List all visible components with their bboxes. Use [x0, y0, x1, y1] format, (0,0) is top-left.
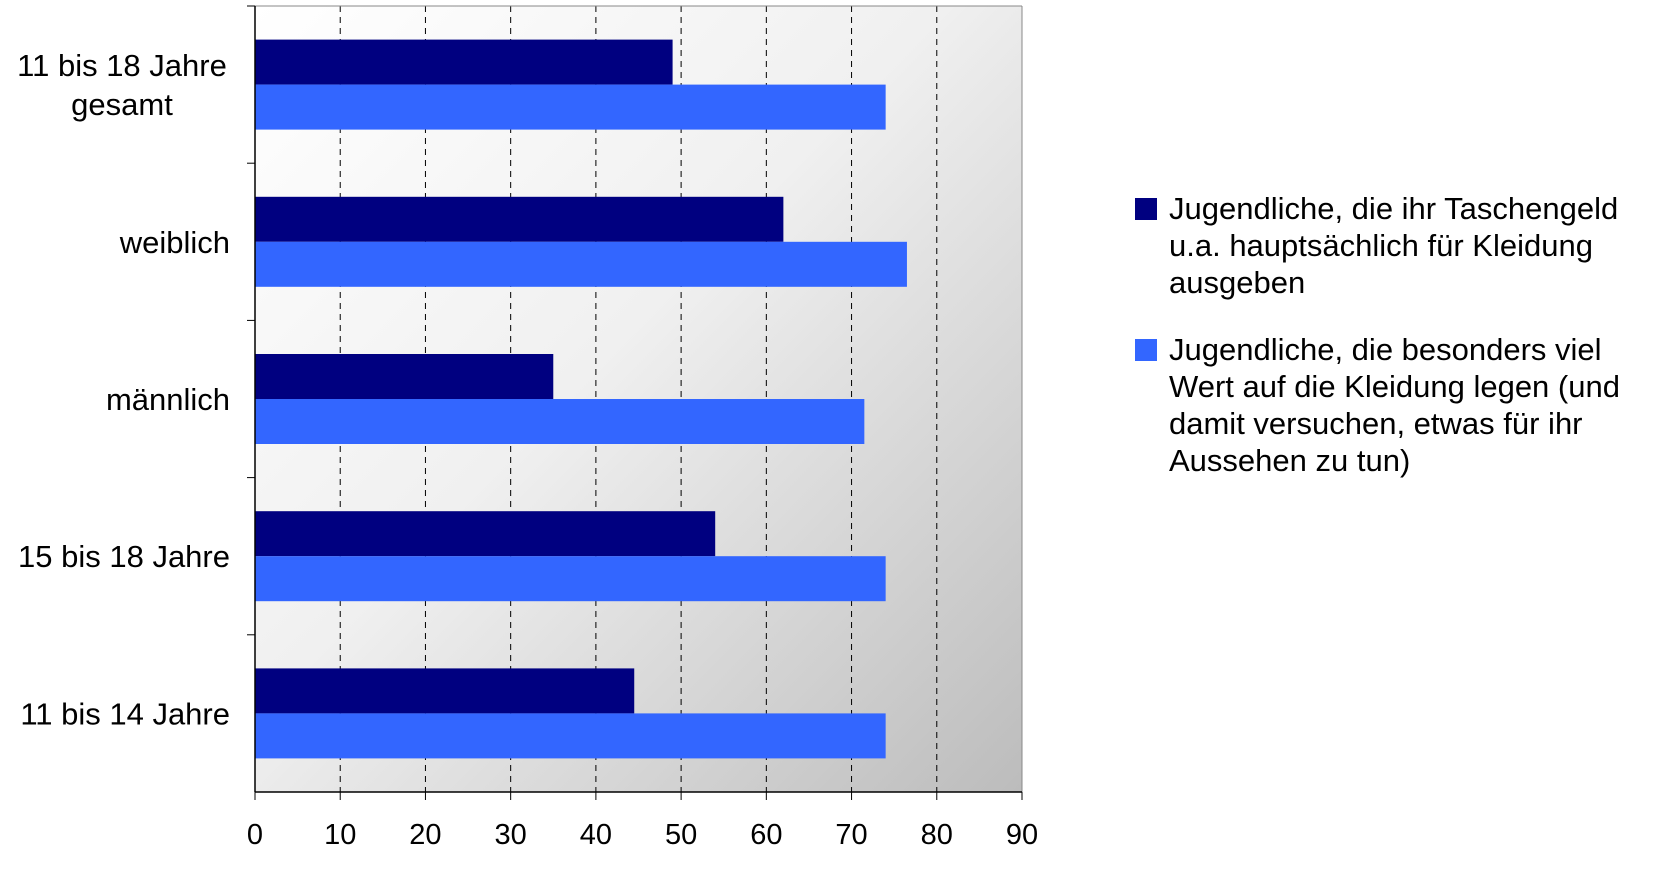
- x-tick-label: 70: [835, 819, 867, 851]
- x-tick-label: 50: [665, 819, 697, 851]
- x-tick-label: 20: [409, 819, 441, 851]
- bar-series-1-3: [255, 511, 716, 557]
- legend-label-series-2: Jugendliche, die besonders viel Wert auf…: [1169, 332, 1620, 478]
- legend-label-series-1: Jugendliche, die ihr Taschengeld u.a. ha…: [1169, 191, 1619, 300]
- bar-series-2-0: [255, 84, 886, 130]
- category-label: 15 bis 18 Jahre: [18, 539, 230, 574]
- bar-series-2-4: [255, 713, 886, 759]
- legend-swatch-series-2: [1135, 339, 1157, 361]
- bar-series-2-3: [255, 556, 886, 602]
- x-tick-label: 10: [324, 819, 356, 851]
- category-label: gesamt: [71, 87, 173, 122]
- category-label: weiblich: [119, 225, 230, 260]
- legend: Jugendliche, die ihr Taschengeld u.a. ha…: [1135, 190, 1655, 509]
- category-label: männlich: [106, 382, 230, 417]
- x-tick-label: 60: [750, 819, 782, 851]
- bar-series-1-4: [255, 668, 635, 714]
- x-tick-label: 90: [1006, 819, 1038, 851]
- category-label: 11 bis 18 Jahre: [17, 48, 227, 83]
- x-tick-label: 40: [580, 819, 612, 851]
- x-tick-label: 80: [921, 819, 953, 851]
- legend-item-series-1: Jugendliche, die ihr Taschengeld u.a. ha…: [1135, 190, 1655, 301]
- bar-series-2-1: [255, 241, 907, 287]
- legend-item-series-2: Jugendliche, die besonders viel Wert auf…: [1135, 331, 1655, 479]
- x-tick-label: 30: [495, 819, 527, 851]
- bar-series-2-2: [255, 399, 865, 444]
- legend-swatch-series-1: [1135, 198, 1157, 220]
- bar-series-1-1: [255, 196, 784, 242]
- x-tick-label: 0: [247, 819, 263, 851]
- bar-series-1-2: [255, 354, 554, 399]
- bar-series-1-0: [255, 39, 673, 85]
- category-label: 11 bis 14 Jahre: [20, 696, 230, 731]
